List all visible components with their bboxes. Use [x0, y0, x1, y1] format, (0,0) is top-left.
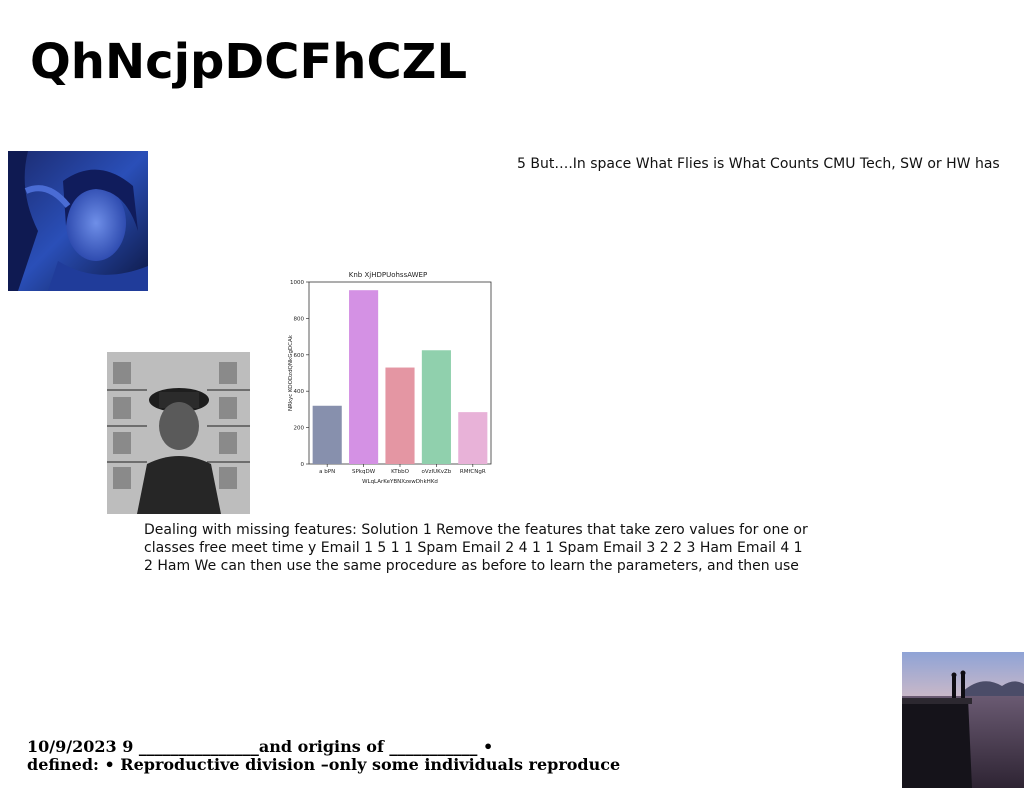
footer-line-2: defined: • Reproductive division –only s…	[27, 755, 621, 774]
chart-x-tick-label: a bPN	[319, 469, 335, 475]
chart-bar	[458, 412, 488, 464]
chart-x-tick-label: oVzIUKvZb	[422, 469, 452, 475]
chart-bar	[349, 290, 379, 464]
pier-scene-image	[902, 652, 1024, 788]
chart-plot-area: 0 200 400 600 800 1000 a bPN SPkqDW KTbbO oVzIUKv…	[290, 280, 492, 475]
slide-right-text: 5 But….In space What Flies is What Count…	[517, 156, 1000, 172]
slide-title: QhNcjpDCFhCZL	[30, 34, 468, 90]
chart-y-tick-label: 200	[294, 426, 305, 432]
chart-x-tick-label: SPkqDW	[352, 469, 376, 475]
bar-chart: Knb XjHDPUohssAWEP NRkyc KOODzdQNkGgDCAk…	[288, 271, 492, 485]
chart-y-tick-label: 600	[294, 353, 305, 359]
chart-y-tick-label: 400	[294, 389, 305, 395]
chart-bar	[421, 350, 451, 464]
chart-x-tick-label: RMfCNgR	[460, 469, 486, 475]
chart-bar	[312, 405, 342, 464]
chart-x-axis-label: WLqLArKeYBNXzewDhkHKd	[362, 479, 438, 485]
woman-portrait-image	[8, 151, 148, 291]
footer-line-1: 10/9/2023 9 _______________and origins o…	[27, 737, 494, 756]
chart-y-axis-label: NRkyc KOODzdQNkGgDCAk	[288, 334, 294, 411]
officer-portrait-image	[107, 352, 250, 514]
slide-footer: 10/9/2023 9 _______________and origins o…	[27, 738, 620, 774]
slide-main-text: Dealing with missing features: Solution …	[144, 522, 808, 574]
chart-x-tick-label: KTbbO	[391, 469, 410, 475]
chart-y-tick-label: 800	[294, 316, 305, 322]
chart-y-tick-label: 0	[301, 462, 305, 468]
chart-bar	[385, 367, 415, 464]
chart-y-tick-label: 1000	[290, 280, 304, 286]
chart-title: Knb XjHDPUohssAWEP	[349, 271, 427, 279]
